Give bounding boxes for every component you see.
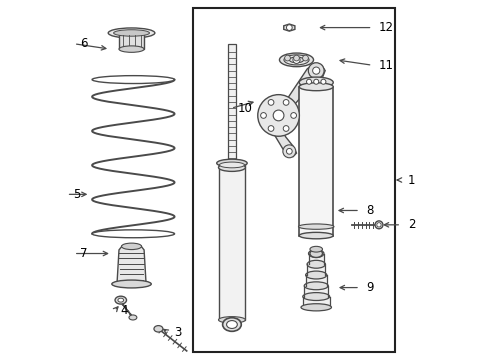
Circle shape xyxy=(282,145,295,158)
Circle shape xyxy=(273,110,284,121)
Ellipse shape xyxy=(218,163,245,171)
Circle shape xyxy=(306,79,311,84)
Text: 2: 2 xyxy=(407,218,414,231)
Text: 11: 11 xyxy=(378,59,393,72)
Text: 12: 12 xyxy=(378,21,393,34)
Ellipse shape xyxy=(284,55,308,65)
Circle shape xyxy=(313,79,318,84)
Bar xyxy=(227,44,235,162)
Ellipse shape xyxy=(302,293,329,301)
Circle shape xyxy=(312,67,319,74)
Ellipse shape xyxy=(113,30,149,36)
Bar xyxy=(304,286,327,297)
Ellipse shape xyxy=(309,249,322,257)
Bar xyxy=(192,8,394,352)
Ellipse shape xyxy=(306,260,325,268)
Ellipse shape xyxy=(216,159,247,167)
Ellipse shape xyxy=(298,224,333,229)
Ellipse shape xyxy=(305,271,326,279)
Ellipse shape xyxy=(92,230,174,238)
Text: 4: 4 xyxy=(121,305,128,318)
Text: 7: 7 xyxy=(80,247,87,260)
Ellipse shape xyxy=(129,315,137,320)
Text: 9: 9 xyxy=(366,281,373,294)
Polygon shape xyxy=(117,246,145,284)
Ellipse shape xyxy=(299,83,333,91)
Circle shape xyxy=(320,79,325,84)
Circle shape xyxy=(286,25,292,31)
Bar xyxy=(218,164,245,320)
Polygon shape xyxy=(271,125,296,157)
Circle shape xyxy=(293,55,299,61)
Ellipse shape xyxy=(121,243,142,249)
Ellipse shape xyxy=(289,57,303,63)
Ellipse shape xyxy=(304,282,327,290)
Text: 10: 10 xyxy=(237,102,252,115)
Ellipse shape xyxy=(118,298,123,302)
Text: 8: 8 xyxy=(366,204,373,217)
Circle shape xyxy=(292,56,300,63)
Ellipse shape xyxy=(218,317,245,323)
Circle shape xyxy=(286,148,292,154)
Text: 6: 6 xyxy=(80,37,87,50)
Ellipse shape xyxy=(108,28,155,38)
Text: 3: 3 xyxy=(174,326,182,339)
Bar xyxy=(299,87,333,235)
Circle shape xyxy=(260,113,266,118)
Ellipse shape xyxy=(226,320,237,328)
Circle shape xyxy=(267,126,273,131)
Circle shape xyxy=(308,63,324,78)
Ellipse shape xyxy=(92,76,174,84)
Ellipse shape xyxy=(279,53,313,67)
Bar xyxy=(302,297,329,307)
Ellipse shape xyxy=(222,318,241,331)
Bar xyxy=(305,275,326,286)
Ellipse shape xyxy=(374,221,382,229)
Ellipse shape xyxy=(308,249,323,257)
Ellipse shape xyxy=(301,304,331,311)
Text: 5: 5 xyxy=(73,188,81,201)
Ellipse shape xyxy=(119,46,144,52)
Circle shape xyxy=(302,55,308,61)
Bar xyxy=(119,33,144,49)
Ellipse shape xyxy=(376,223,380,227)
Circle shape xyxy=(284,55,290,61)
Ellipse shape xyxy=(154,325,163,332)
Circle shape xyxy=(290,113,296,118)
Ellipse shape xyxy=(299,232,333,239)
Ellipse shape xyxy=(112,280,151,288)
Ellipse shape xyxy=(309,246,322,252)
Text: 1: 1 xyxy=(407,174,414,186)
Circle shape xyxy=(283,99,288,105)
Circle shape xyxy=(257,95,299,136)
Polygon shape xyxy=(285,63,325,107)
Ellipse shape xyxy=(299,77,333,88)
Polygon shape xyxy=(283,24,294,31)
Circle shape xyxy=(283,126,288,131)
Circle shape xyxy=(267,99,273,105)
Bar xyxy=(306,264,325,275)
Bar xyxy=(308,253,323,264)
Ellipse shape xyxy=(219,162,244,168)
Ellipse shape xyxy=(115,296,126,304)
